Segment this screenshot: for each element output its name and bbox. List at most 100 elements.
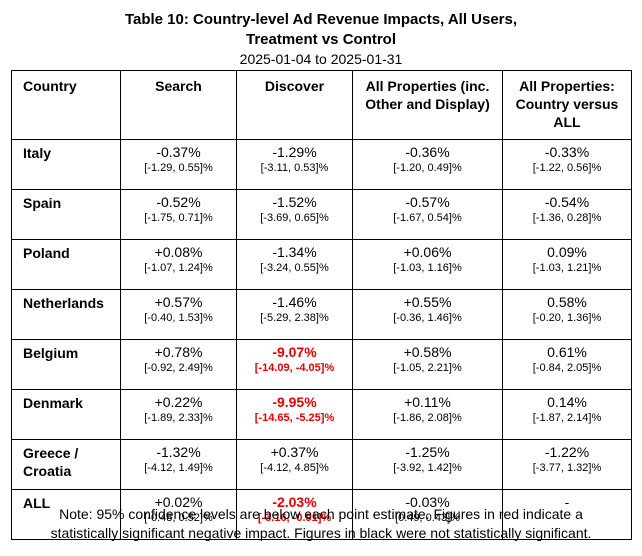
table-header-row: Country Search Discover All Properties (…: [11, 70, 632, 140]
all-properties-cell: +0.55% [-0.36, 1.46]%: [352, 289, 503, 340]
country-cell: Greece / Croatia: [11, 439, 121, 490]
table-row: Belgium +0.78% [-0.92, 2.49]% -9.07% [-14.09…: [11, 339, 632, 390]
point-estimate: -1.46%: [272, 294, 317, 310]
point-estimate: -1.32%: [156, 444, 201, 460]
point-estimate: -1.22%: [544, 444, 590, 460]
search-cell: +0.22% [-1.89, 2.33]%: [120, 389, 237, 440]
confidence-interval: [-1.05, 2.21]%: [393, 362, 462, 374]
confidence-interval: [-0.36, 1.46]%: [393, 312, 462, 324]
point-estimate: 0.09%: [547, 244, 587, 260]
country-vs-all-cell: 0.61% [-0.84, 2.05]%: [502, 339, 632, 390]
confidence-interval: [-1.07, 1.24]%: [144, 262, 213, 274]
header-all-properties: All Properties (inc. Other and Display): [352, 70, 503, 140]
discover-cell: -9.95% [-14.65, -5.25]%: [236, 389, 353, 440]
revenue-impact-table: Country Search Discover All Properties (…: [11, 70, 632, 540]
search-cell: -1.32% [-4.12, 1.49]%: [120, 439, 237, 490]
country-cell: Spain: [11, 189, 121, 240]
country-vs-all-cell: -0.33% [-1.22, 0.56]%: [502, 139, 632, 190]
point-estimate: 0.14%: [547, 394, 587, 410]
date-range: 2025-01-04 to 2025-01-31: [239, 51, 403, 67]
country-cell: Netherlands: [11, 289, 121, 340]
point-estimate: -9.95%: [272, 394, 317, 410]
country-cell: Poland: [11, 239, 121, 290]
point-estimate: -0.57%: [405, 194, 450, 210]
country-vs-all-cell: -0.54% [-1.36, 0.28]%: [502, 189, 632, 240]
point-estimate: +0.06%: [403, 244, 452, 260]
point-estimate: +0.58%: [403, 344, 452, 360]
confidence-interval: [-4.12, 4.85]%: [260, 462, 329, 474]
point-estimate: -1.29%: [272, 144, 317, 160]
discover-cell: -1.46% [-5.29, 2.38]%: [236, 289, 353, 340]
point-estimate: +0.11%: [404, 394, 451, 410]
confidence-interval: [-14.09, -4.05]%: [254, 362, 335, 374]
search-cell: -0.52% [-1.75, 0.71]%: [120, 189, 237, 240]
confidence-interval: [-3.92, 1.42]%: [393, 462, 462, 474]
all-properties-cell: +0.06% [-1.03, 1.16]%: [352, 239, 503, 290]
confidence-interval: [-1.29, 0.55]%: [144, 162, 213, 174]
country-cell: Belgium: [11, 339, 121, 390]
point-estimate: -9.07%: [272, 344, 317, 360]
header-search: Search: [120, 70, 237, 140]
discover-cell: -1.34% [-3.24, 0.55]%: [236, 239, 353, 290]
point-estimate: +0.08%: [154, 244, 203, 260]
confidence-interval: [0.49, 0.43]%: [395, 512, 460, 524]
confidence-interval: [-1.20, 0.49]%: [393, 162, 462, 174]
confidence-interval: [-3.69, 0.65]%: [260, 212, 329, 224]
table-row: Netherlands +0.57% [-0.40, 1.53]% -1.46% [-5…: [11, 289, 632, 340]
country-cell: Denmark: [11, 389, 121, 440]
table-title-line-1: Table 10: Country-level Ad Revenue Impac…: [124, 11, 518, 28]
table-row: Denmark +0.22% [-1.89, 2.33]% -9.95% [-14.65…: [11, 389, 632, 440]
country-vs-all-cell: 0.14% [-1.87, 2.14]%: [502, 389, 632, 440]
discover-cell: -2.03% [-3.16, -0.91]%: [236, 489, 353, 540]
discover-cell: -9.07% [-14.09, -4.05]%: [236, 339, 353, 390]
confidence-interval: [-4.12, 1.49]%: [144, 462, 213, 474]
confidence-interval: [-1.03, 1.21]%: [532, 262, 602, 274]
search-cell: +0.78% [-0.92, 2.49]%: [120, 339, 237, 390]
country-cell: Italy: [11, 139, 121, 190]
table-row: Spain -0.52% [-1.75, 0.71]% -1.52% [-3.69, 0…: [11, 189, 632, 240]
point-estimate: -0.37%: [156, 144, 201, 160]
point-estimate: -2.03%: [272, 494, 317, 510]
country-vs-all-cell: 0.58% [-0.20, 1.36]%: [502, 289, 632, 340]
search-cell: +0.08% [-1.07, 1.24]%: [120, 239, 237, 290]
point-estimate: -1.52%: [272, 194, 317, 210]
discover-cell: +0.37% [-4.12, 4.85]%: [236, 439, 353, 490]
confidence-interval: [-3.77, 1.32]%: [532, 462, 602, 474]
confidence-interval: [-0.40, 1.53]%: [144, 312, 213, 324]
point-estimate: -0.33%: [544, 144, 590, 160]
all-properties-cell: -0.03% [0.49, 0.43]%: [352, 489, 503, 540]
point-estimate: +0.02%: [154, 494, 203, 510]
point-estimate: +0.55%: [403, 294, 452, 310]
point-estimate: +0.78%: [154, 344, 203, 360]
table-row: Greece / Croatia -1.32% [-4.12, 1.49]% +0.3…: [11, 439, 632, 490]
point-estimate: -1.34%: [272, 244, 317, 260]
table-title-line-2: Treatment vs Control: [245, 31, 397, 48]
country-vs-all-cell: 0.09% [-1.03, 1.21]%: [502, 239, 632, 290]
confidence-interval: [-1.75, 0.71]%: [144, 212, 213, 224]
confidence-interval: [-1.22, 0.56]%: [532, 162, 602, 174]
point-estimate: -1.25%: [405, 444, 450, 460]
point-estimate: -0.03%: [405, 494, 450, 510]
confidence-interval: [-14.65, -5.25]%: [254, 412, 335, 424]
table-row: Poland +0.08% [-1.07, 1.24]% -1.34% [-3.24, …: [11, 239, 632, 290]
table-row: Italy -0.37% [-1.29, 0.55]% -1.29% [-3.11, 0…: [11, 139, 632, 190]
country-vs-all-cell: -1.22% [-3.77, 1.32]%: [502, 439, 632, 490]
point-estimate: +0.37%: [270, 444, 319, 460]
table-body: Italy -0.37% [-1.29, 0.55]% -1.29% [-3.11, 0…: [11, 139, 632, 540]
confidence-interval: [-1.86, 2.08]%: [393, 412, 462, 424]
discover-cell: -1.29% [-3.11, 0.53]%: [236, 139, 353, 190]
confidence-interval: [-0.20, 1.36]%: [532, 312, 602, 324]
confidence-interval: [-0.92, 2.49]%: [144, 362, 213, 374]
point-estimate: -0.54%: [544, 194, 590, 210]
search-cell: -0.37% [-1.29, 0.55]%: [120, 139, 237, 190]
confidence-interval: [-3.16, -0.91]%: [257, 512, 332, 524]
table-caption: Table 10: Country-level Ad Revenue Impac…: [0, 0, 642, 68]
confidence-interval: [-1.67, 0.54]%: [393, 212, 462, 224]
all-properties-cell: +0.58% [-1.05, 2.21]%: [352, 339, 503, 390]
note-line-1: Note: 95% confidence levels are below ea…: [59, 506, 583, 522]
all-properties-cell: -0.57% [-1.67, 0.54]%: [352, 189, 503, 240]
discover-cell: -1.52% [-3.69, 0.65]%: [236, 189, 353, 240]
country-vs-all-cell: -: [502, 489, 632, 540]
confidence-interval: [-1.87, 2.14]%: [532, 412, 602, 424]
header-country: Country: [11, 70, 121, 140]
